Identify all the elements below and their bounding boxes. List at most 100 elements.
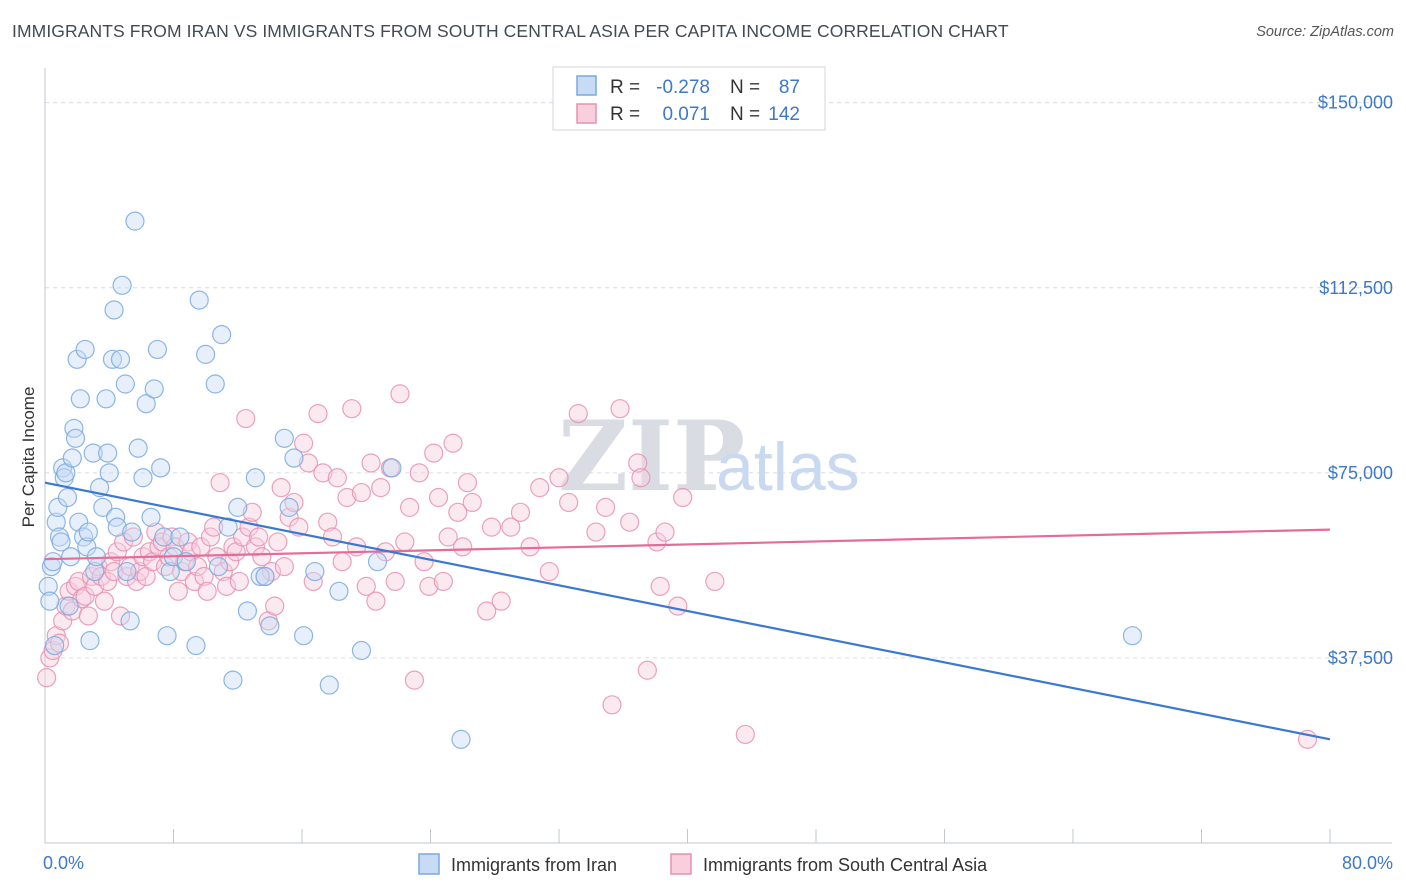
pink-point bbox=[75, 586, 95, 606]
blue-series-points bbox=[38, 211, 1143, 749]
trend-lines bbox=[44, 481, 1331, 741]
chart-title: IMMIGRANTS FROM IRAN VS IMMIGRANTS FROM … bbox=[12, 21, 1009, 41]
pink-point bbox=[236, 408, 256, 429]
pink-point bbox=[491, 591, 511, 611]
blue-point bbox=[78, 522, 98, 542]
pink-point bbox=[428, 487, 449, 508]
legend-n-value-2: 142 bbox=[768, 104, 800, 125]
pink-point bbox=[395, 532, 415, 552]
blue-point bbox=[196, 344, 216, 364]
blue-point bbox=[75, 339, 95, 360]
blue-point bbox=[160, 561, 180, 582]
watermark-atlas: atlas bbox=[716, 429, 860, 505]
y-axis-label: Per Capita Income bbox=[19, 387, 38, 528]
pink-point bbox=[610, 399, 630, 419]
pink-point bbox=[424, 443, 444, 463]
blue-point bbox=[279, 497, 299, 517]
pink-point bbox=[194, 566, 214, 587]
pink-point bbox=[220, 552, 240, 572]
blue-point bbox=[99, 463, 119, 483]
blue-point bbox=[218, 517, 238, 537]
blue-point bbox=[96, 389, 116, 409]
blue-point bbox=[70, 389, 90, 409]
blue-point bbox=[125, 211, 145, 231]
pink-point bbox=[265, 596, 285, 616]
correlation-legend: R = -0.278 N = 87 R = 0.071 N = 142 bbox=[552, 66, 826, 131]
pink-point bbox=[371, 478, 391, 498]
pink-point bbox=[342, 399, 362, 419]
blue-point bbox=[48, 497, 68, 517]
source-label: Source: ZipAtlas.com bbox=[1256, 24, 1394, 40]
blue-point bbox=[67, 349, 87, 369]
pink-point bbox=[252, 547, 272, 567]
pink-point bbox=[279, 507, 299, 527]
pink-point bbox=[232, 527, 253, 547]
blue-point bbox=[86, 547, 107, 567]
blue-point bbox=[136, 394, 156, 414]
blue-point bbox=[122, 522, 142, 542]
pink-point bbox=[481, 517, 502, 537]
blue-point bbox=[128, 438, 148, 458]
pink-point bbox=[501, 517, 521, 537]
pink-point bbox=[595, 497, 616, 517]
blue-point bbox=[80, 631, 100, 651]
pink-point bbox=[647, 532, 667, 552]
pink-point bbox=[443, 433, 463, 453]
pink-point bbox=[107, 542, 127, 562]
blue-point bbox=[189, 290, 209, 310]
pink-point bbox=[229, 571, 249, 592]
pink-point bbox=[631, 468, 651, 488]
pink-point bbox=[453, 537, 473, 557]
blue-point bbox=[319, 675, 339, 695]
pink-point bbox=[361, 453, 381, 473]
pink-point bbox=[322, 527, 343, 547]
blue-point bbox=[120, 611, 140, 631]
x-tick-label-1: 80.0% bbox=[1342, 853, 1393, 873]
pink-point bbox=[650, 576, 670, 596]
pink-point bbox=[298, 453, 319, 473]
pink-point bbox=[98, 571, 118, 592]
blue-point bbox=[106, 507, 126, 527]
pink-point bbox=[294, 433, 314, 453]
pink-point bbox=[78, 606, 98, 626]
legend-r-label-1: R = bbox=[610, 77, 640, 98]
pink-point bbox=[85, 576, 105, 596]
blue-point bbox=[294, 626, 314, 646]
blue-point bbox=[102, 349, 123, 369]
pink-point bbox=[457, 473, 478, 493]
pink-point bbox=[637, 660, 657, 680]
blue-point bbox=[59, 596, 79, 616]
blue-point bbox=[77, 537, 97, 557]
blue-point bbox=[46, 512, 66, 532]
blue-point bbox=[157, 626, 177, 646]
blue-point bbox=[110, 349, 131, 369]
blue-point bbox=[205, 374, 225, 394]
legend-n-value-1: 87 bbox=[779, 77, 800, 98]
pink-point bbox=[404, 670, 425, 690]
blue-point bbox=[64, 418, 84, 439]
legend-r-label-2: R = bbox=[610, 104, 640, 125]
pink-point bbox=[438, 527, 458, 547]
pink-point bbox=[210, 473, 230, 493]
bottom-legend-swatch-pink bbox=[670, 853, 692, 875]
pink-point bbox=[337, 487, 357, 508]
legend-swatch-blue bbox=[576, 75, 597, 96]
blue-point bbox=[85, 561, 105, 582]
blue-point bbox=[223, 670, 243, 690]
blue-point bbox=[141, 507, 161, 527]
pink-point bbox=[735, 724, 755, 745]
pink-point bbox=[448, 502, 468, 522]
pink-point bbox=[268, 532, 288, 552]
pink-point bbox=[356, 576, 376, 596]
blue-point bbox=[104, 300, 124, 320]
pink-point bbox=[400, 497, 420, 517]
pink-point bbox=[37, 668, 57, 688]
pink-point bbox=[187, 557, 208, 577]
blue-point bbox=[133, 468, 153, 488]
pink-point bbox=[249, 527, 269, 547]
pink-point bbox=[673, 487, 693, 508]
pink-point bbox=[510, 502, 531, 522]
blue-point bbox=[250, 566, 270, 587]
pink-point bbox=[539, 561, 559, 582]
pink-point bbox=[351, 482, 372, 503]
